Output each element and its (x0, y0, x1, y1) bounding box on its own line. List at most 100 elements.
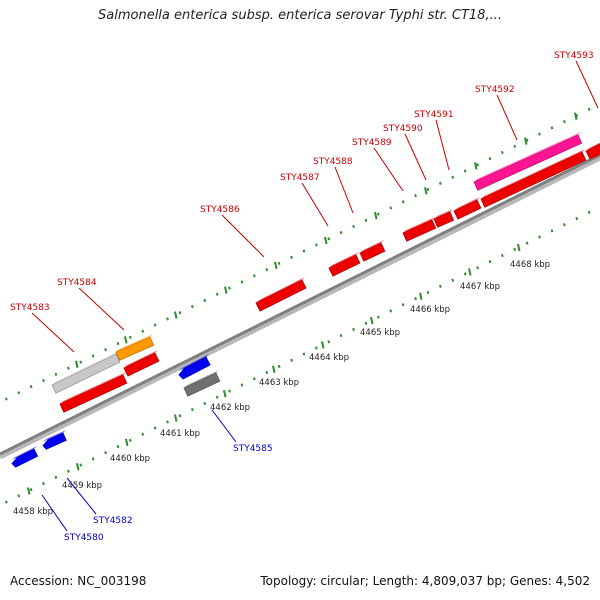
inner-minor-tick (476, 266, 479, 270)
outer-major-tick (324, 236, 328, 245)
inner-minor-tick (463, 272, 467, 276)
gene-sty4588-top (360, 240, 384, 253)
outer-minor-tick (54, 372, 58, 376)
inner-minor-tick (129, 438, 132, 442)
tick-label: 4467 kbp (460, 282, 500, 292)
inner-major-tick (370, 316, 374, 325)
accession-text: Accession: NC_003198 (10, 574, 147, 588)
gene-sty4591 (453, 197, 482, 220)
label-sty4589: STY4589 (352, 138, 392, 148)
inner-minor-tick (17, 494, 21, 498)
gene-sty4582 (42, 430, 67, 450)
gene-sty4587-top (329, 252, 359, 268)
outer-minor-tick (389, 206, 393, 210)
gene-sty4587 (328, 252, 361, 277)
gene-sty4589-body (402, 219, 437, 242)
inner-major-tick (272, 365, 276, 374)
outer-minor-tick (563, 120, 566, 124)
leader-sty4583 (31, 312, 75, 353)
leader-sty4592 (496, 94, 518, 141)
outer-minor-tick (129, 335, 132, 339)
magenta-gene-top (474, 132, 581, 182)
gene-sty4589-top (403, 217, 435, 233)
outer-major-tick (274, 261, 278, 270)
outer-minor-tick (401, 200, 405, 204)
tick-label: 4465 kbp (360, 328, 400, 338)
outer-major-tick (224, 286, 228, 294)
gene-sty4585 (178, 354, 211, 380)
inner-major-tick (468, 268, 472, 276)
gene-sty4580-top (12, 446, 37, 460)
gene-labels: STY4583 STY4584 STY4586 STY4587 STY4588 STY45… (10, 51, 594, 543)
inner-major-tick (517, 243, 521, 252)
grey-gene-top (52, 351, 119, 385)
outer-minor-tick (463, 169, 467, 173)
backbone-shadow (0, 155, 600, 460)
outer-minor-tick (538, 132, 541, 136)
genome-stats-text: Topology: circular; Length: 4,809,037 bp… (260, 574, 590, 588)
gene-sty4591-top (454, 197, 480, 211)
inner-minor-tick (265, 371, 269, 375)
leader-sty4585 (211, 409, 237, 443)
gene-sty4592b-top (481, 149, 585, 199)
inner-minor-tick (178, 414, 182, 418)
label-sty4593: STY4593 (554, 51, 594, 61)
gene-sty4584b (123, 350, 160, 377)
leader-sty4582 (66, 477, 97, 515)
orange-gene (115, 334, 155, 361)
outer-major-tick (474, 162, 478, 170)
inner-minor-tick (141, 432, 145, 436)
outer-minor-tick (29, 385, 33, 389)
inner-minor-tick (42, 481, 45, 486)
label-sty4585: STY4585 (233, 444, 273, 454)
inner-minor-tick (228, 389, 231, 393)
gene-sty4592b (480, 149, 587, 208)
inner-minor-tick (29, 488, 33, 492)
map-title: Salmonella enterica subsp. enterica sero… (98, 8, 502, 23)
outer-minor-tick (215, 292, 219, 296)
gene-sty4588-body (359, 242, 386, 262)
outer-minor-tick (525, 138, 529, 142)
outer-minor-tick (104, 348, 107, 352)
outer-minor-tick (153, 323, 157, 327)
outer-major-tick (75, 360, 79, 368)
dark-grey-gene-top (184, 370, 219, 388)
label-sty4582: STY4582 (93, 516, 133, 526)
label-sty4584: STY4584 (57, 278, 97, 288)
tick-label: 4462 kbp (210, 403, 250, 413)
label-sty4591: STY4591 (414, 110, 454, 120)
inner-minor-tick (587, 210, 591, 214)
tick-label: 4466 kbp (410, 305, 450, 315)
tick-label: 4463 kbp (259, 378, 299, 388)
outer-minor-tick (228, 286, 231, 290)
outer-minor-tick (476, 163, 479, 167)
inner-minor-tick (253, 377, 256, 381)
inner-minor-tick (5, 500, 8, 504)
inner-major-tick (321, 341, 325, 349)
leader-sty4587 (301, 182, 329, 227)
inner-major-tick (76, 463, 80, 471)
outer-minor-tick (364, 218, 368, 222)
leader-sty4588 (334, 166, 354, 214)
inner-major-tick (27, 487, 31, 495)
outer-major-tick (174, 311, 178, 319)
outer-minor-tick (439, 181, 442, 185)
outer-minor-tick (315, 243, 318, 247)
outer-minor-tick (451, 175, 455, 179)
grey-gene (51, 351, 121, 394)
outer-minor-tick (191, 305, 194, 309)
inner-minor-tick (91, 457, 95, 461)
grey-gene-body (51, 353, 121, 394)
outer-minor-tick (67, 366, 70, 370)
outer-minor-tick (501, 150, 504, 155)
label-sty4587: STY4587 (280, 173, 320, 183)
inner-minor-tick (277, 364, 281, 368)
gene-sty4590-top (434, 209, 453, 219)
label-leader-lines (31, 60, 599, 532)
label-sty4583: STY4583 (10, 303, 50, 313)
inner-minor-tick (364, 321, 368, 325)
leader-sty4591 (435, 119, 450, 171)
label-sty4592: STY4592 (475, 85, 515, 95)
outer-minor-tick (240, 280, 244, 284)
